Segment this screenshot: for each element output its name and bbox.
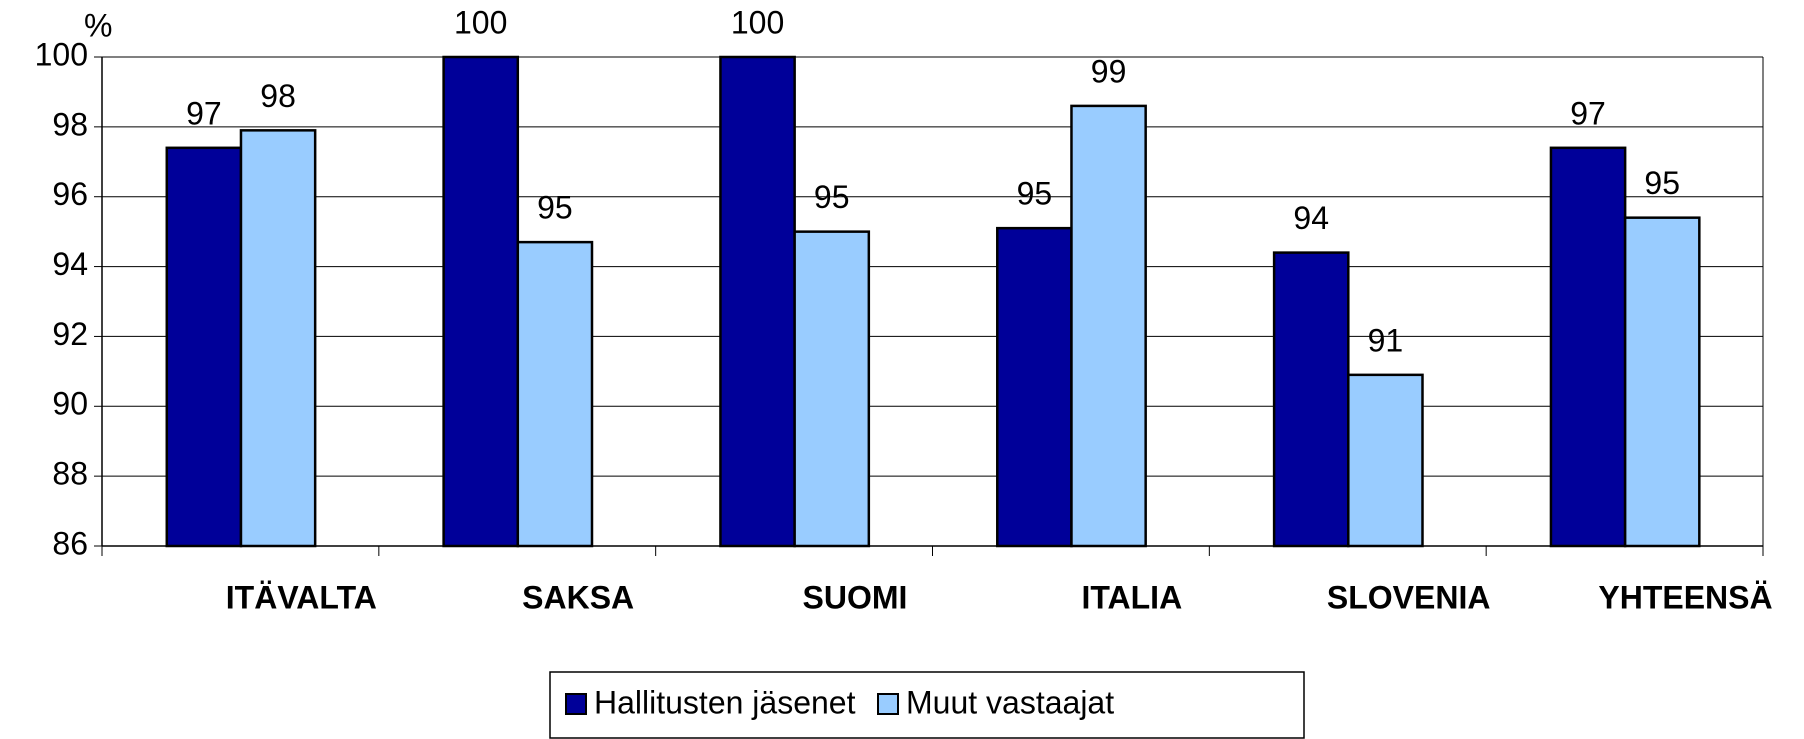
value-label: 91 xyxy=(1368,322,1404,358)
bar xyxy=(1549,146,1627,548)
y-tick-label: 96 xyxy=(52,176,88,212)
y-tick-label: 92 xyxy=(52,316,88,352)
y-axis-label: % xyxy=(84,7,112,43)
x-tick-label: ITALIA xyxy=(1081,579,1182,615)
x-tick-label: SUOMI xyxy=(803,579,908,615)
bar xyxy=(793,230,871,548)
value-label: 95 xyxy=(537,190,573,226)
value-label: 97 xyxy=(1570,95,1606,131)
value-label: 95 xyxy=(1017,176,1053,212)
bar xyxy=(719,55,796,548)
bar xyxy=(1070,104,1147,548)
bar xyxy=(516,240,594,548)
y-tick-label: 100 xyxy=(35,36,88,72)
y-tick-label: 88 xyxy=(52,456,88,492)
legend-swatch xyxy=(565,693,587,715)
x-tick-label: SLOVENIA xyxy=(1327,579,1491,615)
value-label: 99 xyxy=(1091,53,1127,89)
x-tick-label: SAKSA xyxy=(522,579,634,615)
legend-box xyxy=(549,671,1305,739)
bar xyxy=(996,226,1073,548)
value-label: 94 xyxy=(1293,200,1329,236)
bar xyxy=(1347,373,1424,548)
value-label: 100 xyxy=(454,4,507,40)
y-tick-label: 94 xyxy=(52,246,88,282)
legend-label: Muut vastaajat xyxy=(906,684,1114,720)
bar xyxy=(239,129,317,548)
value-label: 98 xyxy=(260,78,296,114)
y-tick-label: 90 xyxy=(52,386,88,422)
bar xyxy=(165,146,243,548)
legend-swatch xyxy=(877,693,899,715)
x-tick-label: ITÄVALTA xyxy=(226,579,377,615)
bar xyxy=(1623,216,1701,548)
bar xyxy=(1272,251,1350,548)
x-tick-label: YHTEENSÄ xyxy=(1598,579,1772,615)
y-tick-label: 98 xyxy=(52,106,88,142)
value-label: 97 xyxy=(186,95,222,131)
legend-label: Hallitusten jäsenet xyxy=(594,684,856,720)
y-tick-label: 86 xyxy=(52,525,88,561)
value-label: 95 xyxy=(814,179,850,215)
value-label: 95 xyxy=(1644,165,1680,201)
bar xyxy=(442,55,520,548)
value-label: 100 xyxy=(731,4,784,40)
